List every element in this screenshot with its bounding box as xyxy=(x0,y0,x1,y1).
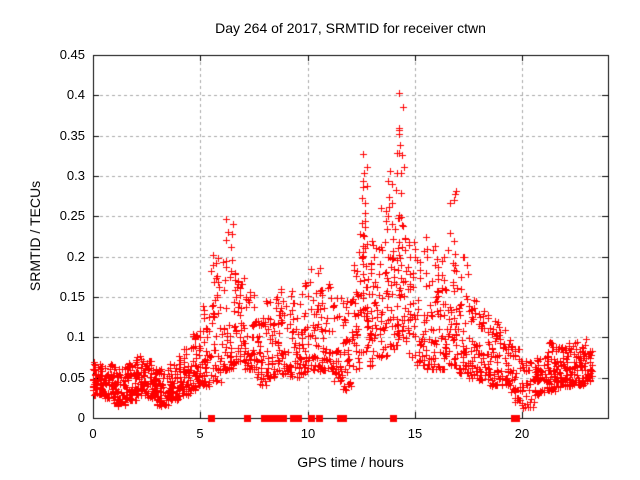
y-tick-label: 0.1 xyxy=(66,329,85,344)
y-axis-title: SRMTID / TECUs xyxy=(27,180,43,292)
y-tick-label: 0.2 xyxy=(66,249,85,264)
y-tick-label: 0.4 xyxy=(66,87,85,102)
y-tick-label: 0.25 xyxy=(59,208,85,223)
y-tick-label: 0.35 xyxy=(59,128,85,143)
x-axis-title: GPS time / hours xyxy=(297,454,404,470)
x-tick-label: 15 xyxy=(407,426,423,441)
y-tick-label: 0 xyxy=(77,410,85,425)
y-tick-label: 0.3 xyxy=(66,168,85,183)
chart-title: Day 264 of 2017, SRMTID for receiver ctw… xyxy=(215,20,486,36)
y-tick-label: 0.15 xyxy=(59,289,85,304)
x-tick-label: 10 xyxy=(300,426,316,441)
x-tick-label: 5 xyxy=(196,426,204,441)
x-tick-label: 0 xyxy=(89,426,97,441)
x-tick-label: 20 xyxy=(514,426,530,441)
y-tick-label: 0.45 xyxy=(59,47,85,62)
y-tick-label: 0.05 xyxy=(59,370,85,385)
